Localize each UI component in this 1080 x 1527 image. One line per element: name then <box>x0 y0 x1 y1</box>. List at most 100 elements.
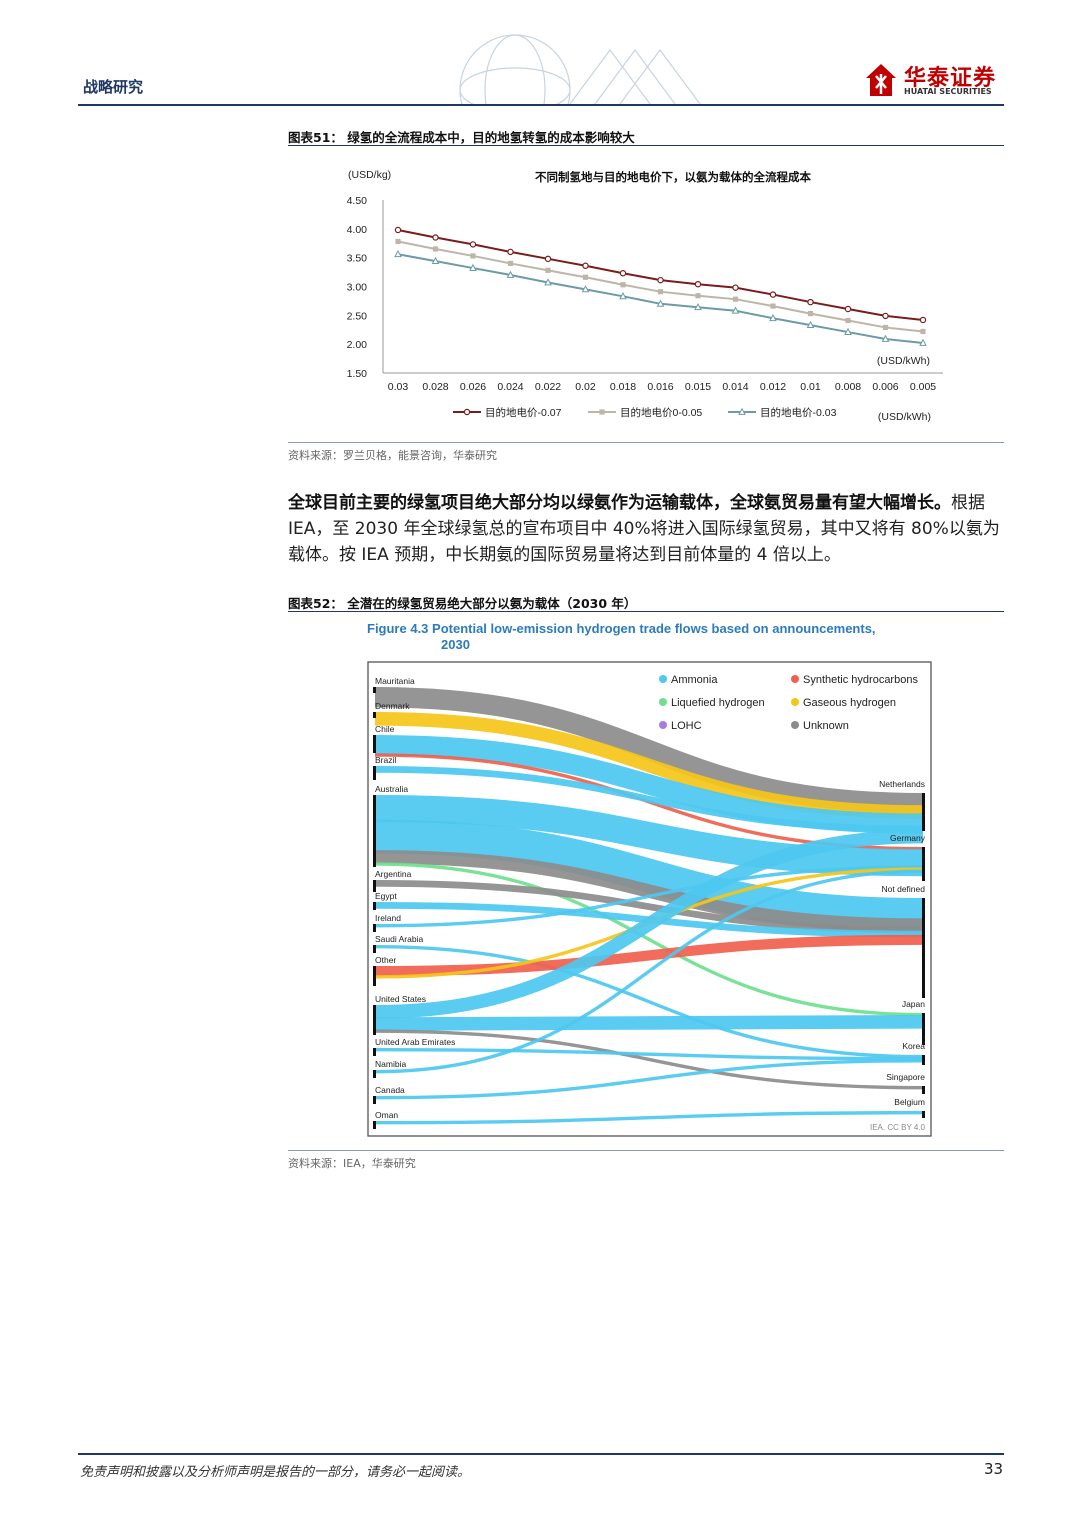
data-point <box>432 246 439 252</box>
data-point <box>657 276 664 284</box>
data-point <box>919 338 927 346</box>
flow-band <box>374 687 924 814</box>
x-tick-label: 0.01 <box>800 381 821 393</box>
data-point <box>807 311 814 317</box>
data-point <box>807 298 814 306</box>
legend-label: 目的地电价-0.07 <box>485 406 562 419</box>
series-line <box>397 253 924 345</box>
legend-label: LOHC <box>671 720 702 732</box>
destination-node-bar <box>922 847 925 881</box>
legend-label: Unknown <box>803 720 849 732</box>
flow-band <box>374 712 924 819</box>
flow-band <box>374 862 924 1017</box>
chart-title: 不同制氢地与目的地电价下，以氨为载体的全流程成本 <box>535 170 811 184</box>
data-point <box>544 278 552 286</box>
destination-node-bar <box>922 793 925 831</box>
source-node-bar <box>373 902 376 910</box>
destination-node-label: Not defined <box>882 884 926 894</box>
y-tick-label: 3.00 <box>347 282 368 294</box>
source-node-bar <box>373 1121 376 1129</box>
flow-band <box>374 766 924 833</box>
figure52-top-rule <box>288 611 1004 612</box>
destination-node-bar <box>922 1111 925 1118</box>
data-point <box>545 267 551 273</box>
data-point <box>657 289 664 295</box>
data-point <box>694 280 702 288</box>
data-point <box>469 263 477 271</box>
source-node-label: Oman <box>375 1110 398 1120</box>
flow-band <box>374 1029 924 1090</box>
flow-band <box>374 735 924 834</box>
x-tick-label: 0.026 <box>460 381 486 393</box>
sankey-credit: IEA. CC BY 4.0 <box>870 1123 926 1132</box>
data-point <box>845 317 851 324</box>
source-node-label: Namibia <box>375 1059 406 1069</box>
destination-node-label: Japan <box>902 999 925 1009</box>
legend-dot-icon <box>659 698 667 706</box>
x-tick-label: 0.028 <box>422 381 448 393</box>
x-tick-label: 0.018 <box>610 381 636 393</box>
destination-node-bar <box>922 898 925 998</box>
data-point <box>920 328 926 335</box>
header-rule <box>78 104 1004 106</box>
flow-band <box>374 880 924 934</box>
flow-band <box>374 1059 924 1100</box>
data-point <box>507 248 514 256</box>
x-tick-label: 0.016 <box>647 381 673 393</box>
data-point <box>619 270 627 277</box>
x-tick-label: 0.03 <box>388 381 409 393</box>
legend-dot-icon <box>791 698 799 706</box>
x-tick-label: 0.024 <box>497 381 523 393</box>
flow-band <box>374 945 924 1059</box>
body-paragraph: 全球目前主要的绿氢项目绝大部分均以绿氨作为运输载体，全球氨贸易量有望大幅增长。根… <box>288 490 1004 568</box>
x-tick-label: 0.014 <box>722 381 748 393</box>
globe-banner <box>459 34 701 104</box>
data-point <box>882 312 889 320</box>
logo-cn-text: 华泰证券 <box>904 66 997 91</box>
sankey-chart: Figure 4.3 Potential low-emission hydrog… <box>367 621 932 1137</box>
source-node-bar <box>373 1048 376 1056</box>
destination-node-bar <box>922 1055 925 1065</box>
figure51-bottom-rule <box>288 442 1004 443</box>
x-tick-label: 0.008 <box>835 381 861 393</box>
data-point <box>731 306 740 314</box>
data-point <box>469 241 477 248</box>
section-label: 战略研究 <box>83 78 144 96</box>
data-point <box>770 303 776 309</box>
body-text: 根据 IEA，至 2030 年全球绿氢总的宣布项目中 40%将进入国际绿氢贸易，… <box>288 493 1000 565</box>
data-point <box>582 262 589 269</box>
y-tick-label: 1.50 <box>347 368 368 380</box>
data-point <box>470 253 476 259</box>
data-point <box>431 256 440 265</box>
legend-label: Synthetic hydrocarbons <box>803 674 918 686</box>
data-point <box>432 234 439 241</box>
data-point <box>695 293 701 299</box>
sankey-title-line1: Figure 4.3 Potential low-emission hydrog… <box>367 621 876 636</box>
source-node-label: Ireland <box>375 913 401 923</box>
company-logo: 华泰证券 HUATAI SECURITIES <box>864 60 1004 100</box>
legend-label: Liquefied hydrogen <box>671 697 765 709</box>
x-tick-label: 0.012 <box>760 381 786 393</box>
y-unit-label: (USD/kg) <box>348 169 391 181</box>
source-node-label: Mauritania <box>375 676 415 686</box>
destination-node-label: Belgium <box>894 1097 925 1107</box>
series-line <box>397 240 924 333</box>
legend-label: Ammonia <box>671 674 718 686</box>
source-node-label: Chile <box>375 724 395 734</box>
data-point <box>507 260 514 267</box>
data-point <box>732 296 739 302</box>
body-lead: 全球目前主要的绿氢项目绝大部分均以绿氨作为运输载体，全球氨贸易量有望大幅增长。 <box>288 493 951 513</box>
footer-disclaimer: 免责声明和披露以及分析师声明是报告的一部分，请务必一起阅读。 <box>80 1465 471 1480</box>
y-tick-label: 4.00 <box>347 224 368 236</box>
data-point <box>882 324 889 331</box>
source-node-bar <box>373 880 376 892</box>
legend-label: Gaseous hydrogen <box>803 697 896 709</box>
figure52-label: 图表52： 全潜在的绿氢贸易绝大部分以氨为载体（2030 年） <box>288 596 637 611</box>
source-node-label: United States <box>375 994 426 1004</box>
source-node-label: Denmark <box>375 701 410 711</box>
logo-mark-icon <box>866 64 896 96</box>
source-node-bar <box>373 945 376 953</box>
flow-band <box>374 1015 924 1031</box>
page-number: 33 <box>984 1460 1004 1478</box>
figure51-label: 图表51： 绿氢的全流程成本中，目的地氢转氢的成本影响较大 <box>288 130 635 145</box>
